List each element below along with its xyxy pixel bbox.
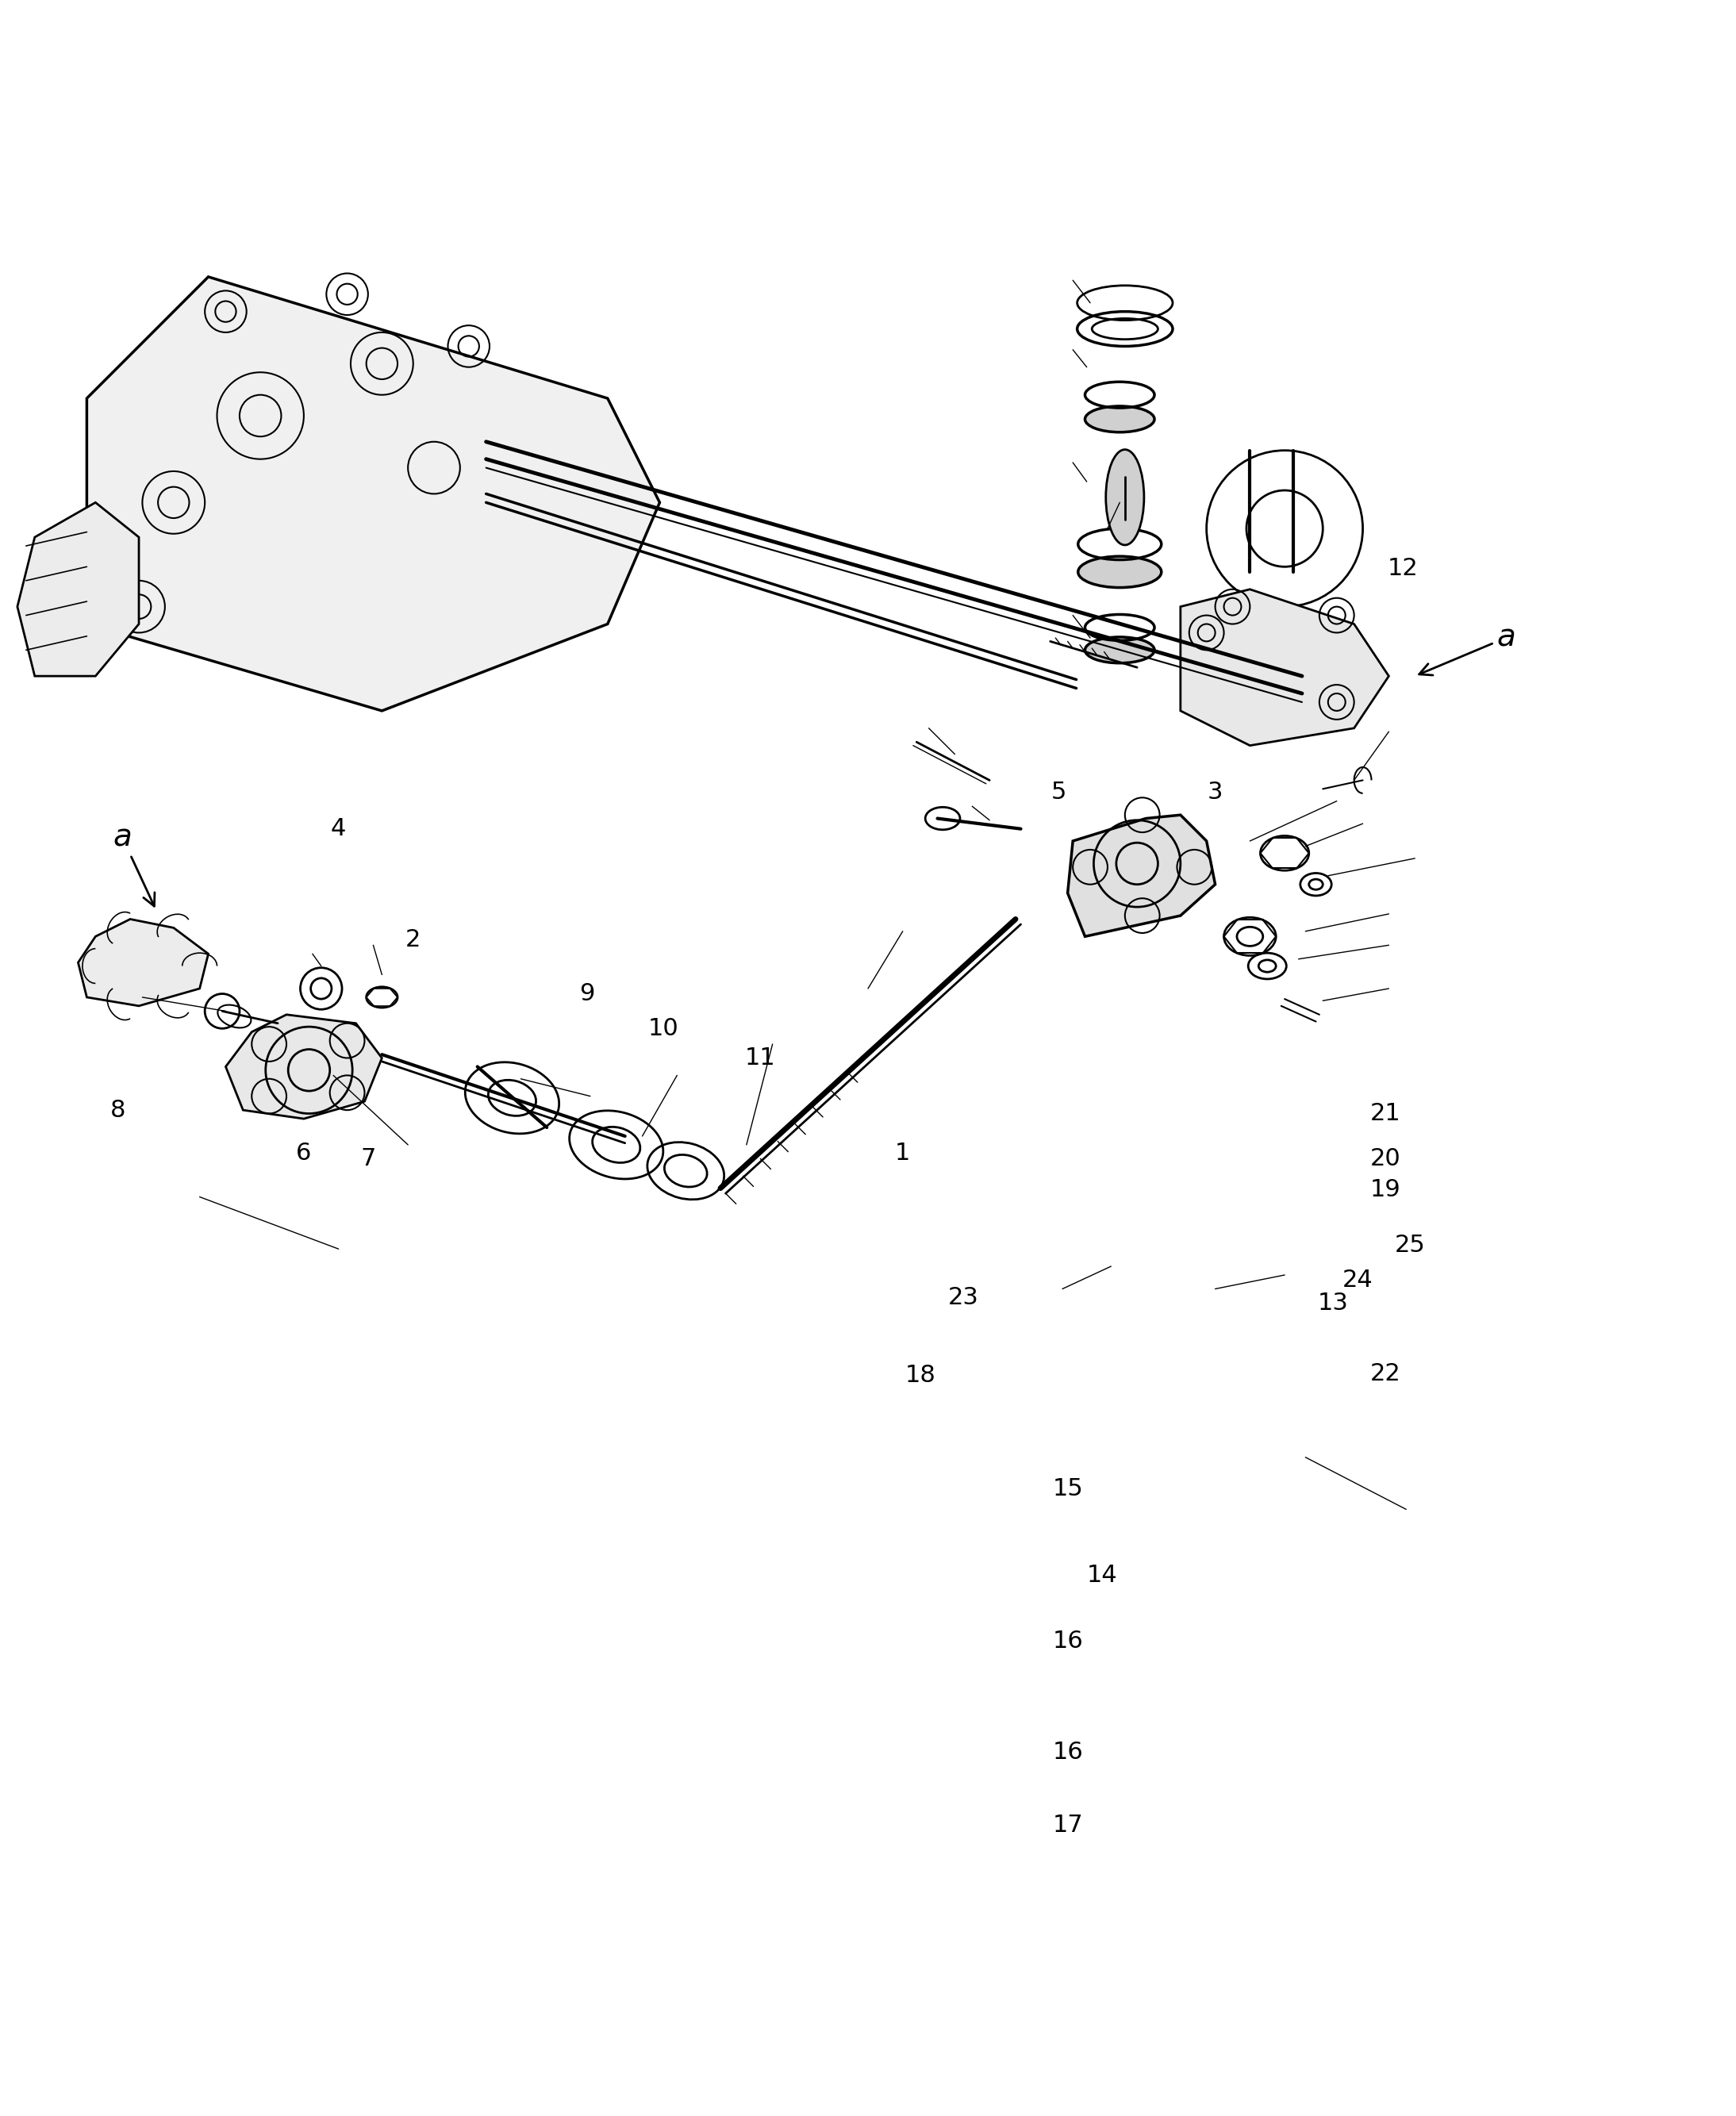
Text: 6: 6 xyxy=(297,1143,311,1166)
Text: 3: 3 xyxy=(1208,781,1222,804)
Ellipse shape xyxy=(1085,637,1154,662)
Text: 16: 16 xyxy=(1052,1741,1083,1765)
Text: 13: 13 xyxy=(1318,1291,1349,1314)
Text: 2: 2 xyxy=(406,929,420,952)
Text: 10: 10 xyxy=(648,1018,679,1039)
Text: 12: 12 xyxy=(1387,557,1418,580)
Text: a: a xyxy=(1418,622,1516,675)
Text: 19: 19 xyxy=(1370,1179,1401,1202)
Text: 23: 23 xyxy=(948,1287,979,1310)
Text: 7: 7 xyxy=(361,1147,375,1170)
Text: 17: 17 xyxy=(1052,1813,1083,1837)
Text: 8: 8 xyxy=(111,1098,125,1121)
Text: 4: 4 xyxy=(332,817,345,840)
Text: 25: 25 xyxy=(1394,1234,1425,1257)
Text: 11: 11 xyxy=(745,1047,776,1069)
Text: 18: 18 xyxy=(904,1365,936,1388)
Polygon shape xyxy=(1068,815,1215,937)
Ellipse shape xyxy=(1085,406,1154,432)
Text: 1: 1 xyxy=(896,1143,910,1166)
Text: 24: 24 xyxy=(1342,1270,1373,1291)
Polygon shape xyxy=(78,918,208,1005)
Text: 15: 15 xyxy=(1052,1477,1083,1500)
Ellipse shape xyxy=(1106,449,1144,546)
Text: 5: 5 xyxy=(1052,781,1066,804)
Ellipse shape xyxy=(1078,557,1161,588)
Polygon shape xyxy=(87,277,660,711)
Text: 16: 16 xyxy=(1052,1629,1083,1653)
Text: 20: 20 xyxy=(1370,1147,1401,1170)
Text: 9: 9 xyxy=(580,982,594,1005)
Text: 22: 22 xyxy=(1370,1363,1401,1386)
Polygon shape xyxy=(1180,588,1389,745)
Text: 21: 21 xyxy=(1370,1102,1401,1126)
Text: a: a xyxy=(113,823,155,906)
Polygon shape xyxy=(226,1014,382,1119)
Polygon shape xyxy=(17,501,139,677)
Text: 14: 14 xyxy=(1087,1564,1118,1587)
